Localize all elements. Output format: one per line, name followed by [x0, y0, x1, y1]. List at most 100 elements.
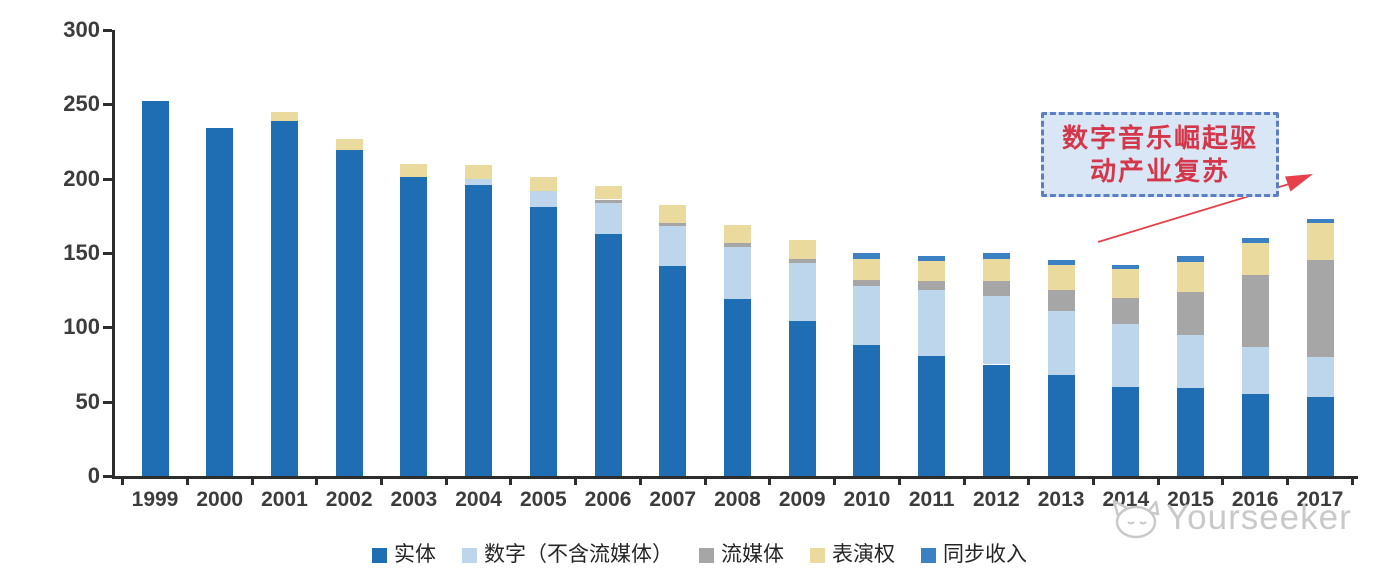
x-axis-label: 2013 — [1037, 488, 1085, 511]
legend-swatch-streaming — [699, 547, 714, 563]
bar-segment-digital-excl-streaming-2016 — [1241, 346, 1269, 395]
y-axis-label: 300 — [63, 17, 100, 42]
y-axis-tick — [103, 29, 112, 32]
y-axis-label: 50 — [75, 388, 100, 414]
legend-label-digital-excl-streaming: 数字（不含流媒体） — [484, 543, 673, 566]
x-axis-tick — [1091, 477, 1095, 485]
bar-segment-digital-excl-streaming-2012 — [982, 296, 1010, 365]
bar-segment-streaming-2010 — [853, 279, 881, 286]
bar-segment-sync-revenue-2015 — [1177, 256, 1204, 262]
bar-segment-performance-rights-2002 — [335, 138, 363, 151]
x-axis-label: 2007 — [649, 488, 697, 511]
bar-segment-physical-2006 — [594, 233, 622, 476]
bar-segment-physical-2011 — [918, 355, 946, 476]
bar-segment-digital-excl-streaming-2017 — [1306, 357, 1334, 398]
bar-segment-digital-excl-streaming-2006 — [594, 202, 622, 234]
bar-segment-digital-excl-streaming-2011 — [918, 290, 946, 356]
cat-logo-icon — [1112, 499, 1160, 539]
x-axis-label: 2008 — [714, 488, 761, 511]
bar-segment-digital-excl-streaming-2013 — [1047, 311, 1075, 375]
bar-segment-streaming-2008 — [724, 242, 751, 248]
y-axis-label: 100 — [63, 314, 100, 340]
x-axis-tick — [1156, 477, 1160, 485]
bar-segment-physical-2009 — [788, 321, 816, 476]
bar-segment-sync-revenue-2011 — [918, 256, 946, 261]
bar-segment-streaming-2013 — [1047, 290, 1075, 311]
x-axis-tick — [833, 477, 837, 485]
bar-segment-physical-2013 — [1047, 374, 1075, 476]
bar-segment-digital-excl-streaming-2007 — [659, 226, 687, 267]
y-axis-tick — [103, 252, 112, 255]
bar-segment-streaming-2016 — [1241, 275, 1269, 347]
bar-segment-digital-excl-streaming-2005 — [529, 190, 557, 207]
x-axis-label: 2015 — [1167, 488, 1214, 511]
bar-segment-performance-rights-2006 — [594, 186, 622, 200]
y-axis-label: 200 — [63, 165, 100, 191]
x-axis-label: 2004 — [455, 488, 502, 511]
bar-segment-physical-1999 — [141, 101, 169, 476]
chart-legend: 实体 数字（不含流媒体） 流媒体 表演权 同步收入 — [372, 543, 1027, 567]
legend-swatch-sync-revenue — [921, 547, 936, 563]
annotation-text-line1: 数字音乐崛起驱 — [1061, 122, 1258, 153]
bar-segment-performance-rights-2011 — [918, 260, 946, 282]
bar-segment-physical-2003 — [400, 177, 428, 476]
bar-segment-performance-rights-2016 — [1241, 242, 1269, 276]
bar-segment-sync-revenue-2012 — [982, 253, 1010, 259]
y-axis-label: 250 — [63, 91, 100, 117]
legend-swatch-physical — [372, 547, 387, 563]
y-axis-tick — [103, 103, 112, 107]
bar-segment-digital-excl-streaming-2009 — [788, 263, 816, 322]
bar-segment-digital-excl-streaming-2004 — [465, 178, 493, 185]
y-axis-tick — [103, 177, 112, 181]
x-axis-line — [112, 476, 1358, 479]
x-axis-tick — [121, 477, 125, 485]
bar-segment-sync-revenue-2010 — [853, 253, 881, 259]
x-axis-tick — [1221, 477, 1225, 485]
bar-segment-streaming-2014 — [1112, 297, 1140, 325]
bar-segment-streaming-2015 — [1177, 291, 1204, 335]
x-axis-tick — [574, 477, 578, 485]
x-axis-tick — [897, 477, 901, 485]
x-axis-label: 2000 — [196, 488, 244, 511]
x-axis-label: 2012 — [973, 488, 1020, 511]
bar-segment-performance-rights-2003 — [400, 163, 428, 178]
x-axis-tick — [962, 477, 966, 485]
legend-label-sync-revenue: 同步收入 — [943, 543, 1027, 566]
bar-segment-physical-2005 — [529, 206, 557, 476]
bar-segment-performance-rights-2005 — [529, 177, 557, 191]
bar-segment-performance-rights-2012 — [982, 258, 1010, 282]
x-axis-label: 2002 — [325, 488, 373, 511]
x-axis-label: 2003 — [390, 488, 438, 511]
x-axis-label: 1999 — [131, 488, 179, 511]
y-axis-tick — [103, 400, 112, 404]
bar-segment-sync-revenue-2014 — [1112, 264, 1140, 270]
watermark: Yourseeker — [1108, 496, 1352, 540]
bar-segment-digital-excl-streaming-2008 — [724, 247, 751, 300]
x-axis-tick — [1027, 477, 1031, 485]
legend-item-physical: 实体 — [372, 543, 436, 567]
bar-segment-performance-rights-2015 — [1177, 261, 1204, 292]
y-axis-tick — [103, 326, 112, 330]
legend-label-physical: 实体 — [394, 543, 436, 566]
legend-item-sync-revenue: 同步收入 — [921, 543, 1027, 567]
x-axis-label: 2016 — [1231, 488, 1279, 511]
x-axis-label: 2006 — [584, 488, 632, 511]
bar-segment-physical-2015 — [1177, 388, 1204, 476]
legend-item-digital-excl-streaming: 数字（不含流媒体） — [462, 543, 673, 567]
bar-segment-sync-revenue-2013 — [1047, 260, 1075, 265]
bar-segment-streaming-2009 — [788, 258, 816, 264]
bar-segment-physical-2010 — [853, 345, 881, 476]
bar-segment-performance-rights-2001 — [270, 111, 298, 121]
legend-item-streaming: 流媒体 — [699, 543, 784, 567]
bar-segment-streaming-2012 — [982, 281, 1010, 297]
x-axis-tick — [703, 477, 707, 485]
bar-segment-performance-rights-2008 — [724, 224, 751, 243]
bar-segment-physical-2016 — [1241, 394, 1269, 476]
bar-segment-performance-rights-2017 — [1306, 223, 1334, 261]
y-axis-label: 0 — [87, 463, 100, 488]
bar-segment-physical-2002 — [335, 150, 363, 476]
bar-segment-physical-2001 — [270, 120, 298, 476]
bar-segment-streaming-2011 — [918, 281, 946, 291]
x-axis-tick — [509, 477, 513, 485]
